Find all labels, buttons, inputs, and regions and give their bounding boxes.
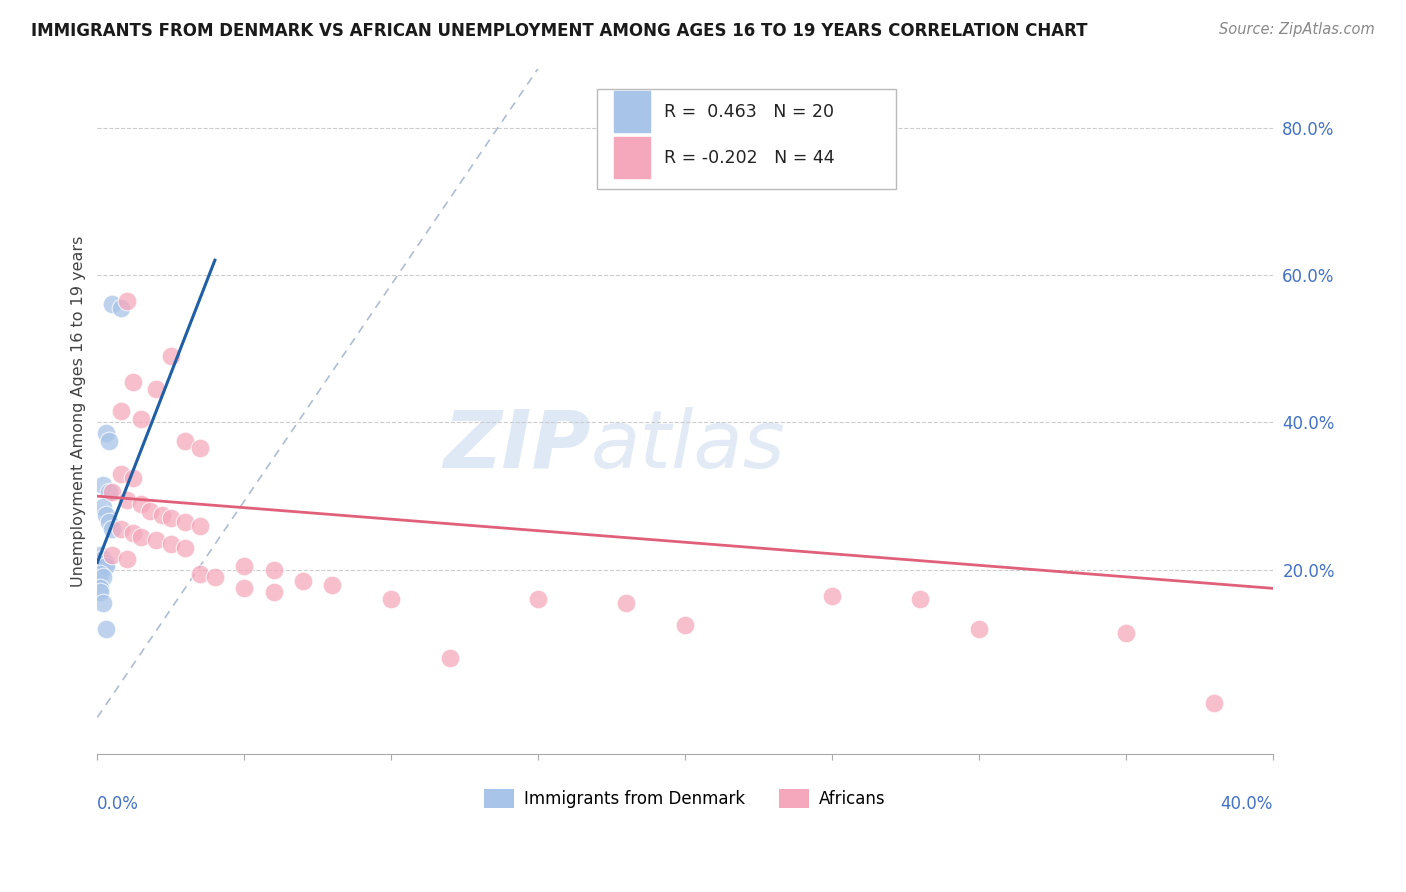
Point: [292, 574, 315, 588]
Point: [98, 485, 121, 500]
Point: [159, 537, 181, 551]
Point: [96, 622, 118, 636]
Point: [96, 508, 118, 522]
Point: [91, 500, 114, 515]
Point: [908, 592, 931, 607]
Text: ZIP: ZIP: [443, 407, 591, 484]
Point: [150, 508, 173, 522]
Legend: Immigrants from Denmark, Africans: Immigrants from Denmark, Africans: [478, 782, 893, 814]
Point: [439, 651, 461, 665]
Y-axis label: Unemployment Among Ages 16 to 19 years: Unemployment Among Ages 16 to 19 years: [72, 235, 86, 587]
Point: [115, 492, 138, 507]
FancyBboxPatch shape: [614, 91, 650, 132]
Point: [145, 382, 167, 396]
Point: [233, 582, 256, 596]
Point: [121, 375, 143, 389]
Point: [967, 622, 990, 636]
Point: [89, 585, 111, 599]
Point: [174, 434, 197, 448]
Point: [174, 515, 197, 529]
Point: [821, 589, 844, 603]
Point: [233, 559, 256, 574]
Point: [91, 570, 114, 584]
Text: Source: ZipAtlas.com: Source: ZipAtlas.com: [1219, 22, 1375, 37]
Text: 40.0%: 40.0%: [1220, 796, 1272, 814]
Point: [321, 577, 343, 591]
Text: atlas: atlas: [591, 407, 786, 484]
Point: [1202, 696, 1225, 710]
Point: [101, 485, 124, 500]
Point: [121, 471, 143, 485]
Point: [89, 548, 111, 562]
Point: [115, 551, 138, 566]
Text: R =  0.463   N = 20: R = 0.463 N = 20: [664, 103, 834, 120]
Point: [263, 563, 285, 577]
Point: [174, 541, 197, 555]
Point: [159, 511, 181, 525]
Point: [527, 592, 550, 607]
Point: [139, 504, 162, 518]
Point: [96, 556, 118, 570]
Point: [1115, 625, 1137, 640]
FancyBboxPatch shape: [596, 89, 897, 188]
Point: [204, 570, 226, 584]
Text: R = -0.202   N = 44: R = -0.202 N = 44: [664, 149, 834, 167]
Point: [89, 582, 111, 596]
Point: [159, 349, 181, 363]
Point: [131, 530, 153, 544]
FancyBboxPatch shape: [614, 137, 650, 178]
Point: [110, 404, 132, 418]
Point: [91, 478, 114, 492]
Point: [96, 426, 118, 441]
Point: [110, 301, 132, 315]
Text: IMMIGRANTS FROM DENMARK VS AFRICAN UNEMPLOYMENT AMONG AGES 16 TO 19 YEARS CORREL: IMMIGRANTS FROM DENMARK VS AFRICAN UNEMP…: [31, 22, 1087, 40]
Point: [110, 522, 132, 536]
Point: [614, 596, 637, 610]
Point: [380, 592, 402, 607]
Point: [263, 585, 285, 599]
Point: [91, 596, 114, 610]
Point: [101, 297, 124, 311]
Point: [115, 293, 138, 308]
Point: [98, 434, 121, 448]
Point: [131, 496, 153, 510]
Point: [89, 566, 111, 581]
Text: 0.0%: 0.0%: [97, 796, 139, 814]
Point: [188, 566, 211, 581]
Point: [121, 526, 143, 541]
Point: [96, 559, 118, 574]
Point: [110, 467, 132, 481]
Point: [101, 522, 124, 536]
Point: [91, 551, 114, 566]
Point: [131, 411, 153, 425]
Point: [188, 518, 211, 533]
Point: [188, 441, 211, 455]
Point: [673, 618, 696, 632]
Point: [101, 548, 124, 562]
Point: [98, 515, 121, 529]
Point: [145, 533, 167, 548]
